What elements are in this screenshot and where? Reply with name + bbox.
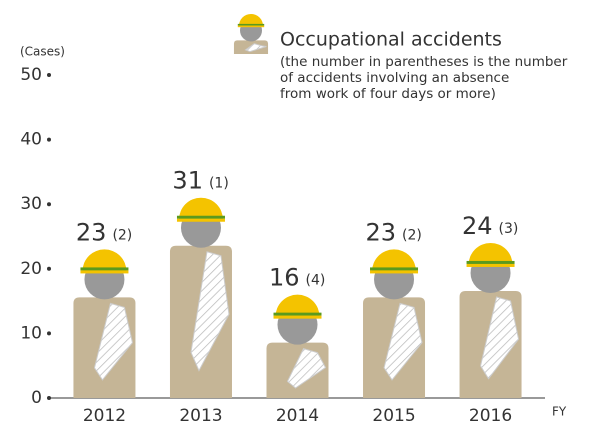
y-tick [47, 73, 51, 77]
legend-note: of accidents involving an absence [280, 70, 509, 86]
helmet [275, 294, 320, 317]
legend-note: (the number in parentheses is the number [280, 54, 568, 70]
figure-sling [244, 43, 267, 53]
figure [169, 197, 232, 398]
figure [73, 249, 136, 398]
figure-sling [190, 251, 230, 372]
helmet [178, 197, 223, 220]
y-tick-label: 20 [20, 259, 42, 279]
x-label: FY [552, 405, 567, 419]
helmet-brim [80, 270, 129, 274]
value-label: 23 [365, 218, 396, 246]
x-tick-label: 2016 [469, 406, 512, 426]
x-tick-label: 2015 [372, 406, 415, 426]
helmet [82, 249, 127, 272]
absence-label: (2) [112, 227, 132, 243]
y-tick-label: 50 [20, 65, 42, 85]
figure-sling [480, 296, 520, 380]
helmet-brim [370, 270, 419, 274]
helmet-stripe [273, 312, 322, 316]
y-tick-label: 0 [31, 388, 42, 408]
absence-label: (3) [499, 221, 519, 237]
x-tick-label: 2013 [179, 406, 222, 426]
helmet [468, 242, 513, 265]
y-tick [47, 331, 51, 336]
helmet-stripe [466, 260, 515, 264]
helmet-stripe [80, 267, 129, 271]
helmet-brim [466, 263, 515, 267]
figure [459, 242, 522, 398]
x-tick-label: 2012 [83, 406, 126, 426]
absence-label: (1) [209, 176, 229, 192]
absence-label: (2) [402, 227, 422, 243]
helmet [372, 249, 417, 272]
helmet-stripe [237, 23, 265, 26]
helmet-stripe [370, 267, 419, 271]
value-label: 31 [172, 167, 203, 195]
figure-sling [383, 302, 423, 381]
absence-label: (4) [306, 273, 326, 289]
y-tick [47, 202, 51, 207]
y-tick-label: 30 [20, 194, 42, 214]
y-unit: (Cases) [20, 45, 65, 59]
value-label: 24 [462, 212, 493, 240]
y-tick [47, 137, 51, 142]
y-tick [47, 396, 51, 400]
y-tick-label: 40 [20, 130, 42, 150]
helmet-brim [273, 315, 322, 319]
legend-label: Occupational accidents [280, 29, 502, 51]
helmet [238, 13, 264, 27]
figure-sling [93, 302, 133, 381]
helmet-brim [237, 25, 265, 28]
helmet-brim [176, 218, 225, 222]
legend-note: from work of four days or more) [280, 86, 496, 102]
y-tick-label: 10 [20, 323, 42, 343]
value-label: 16 [269, 264, 300, 292]
figure-sling [286, 348, 327, 389]
figure [266, 294, 329, 398]
helmet-stripe [176, 215, 225, 219]
legend-icon [233, 13, 269, 54]
value-label: 23 [76, 218, 107, 246]
y-tick [47, 266, 51, 271]
x-tick-label: 2014 [276, 406, 319, 426]
figure [363, 249, 426, 398]
